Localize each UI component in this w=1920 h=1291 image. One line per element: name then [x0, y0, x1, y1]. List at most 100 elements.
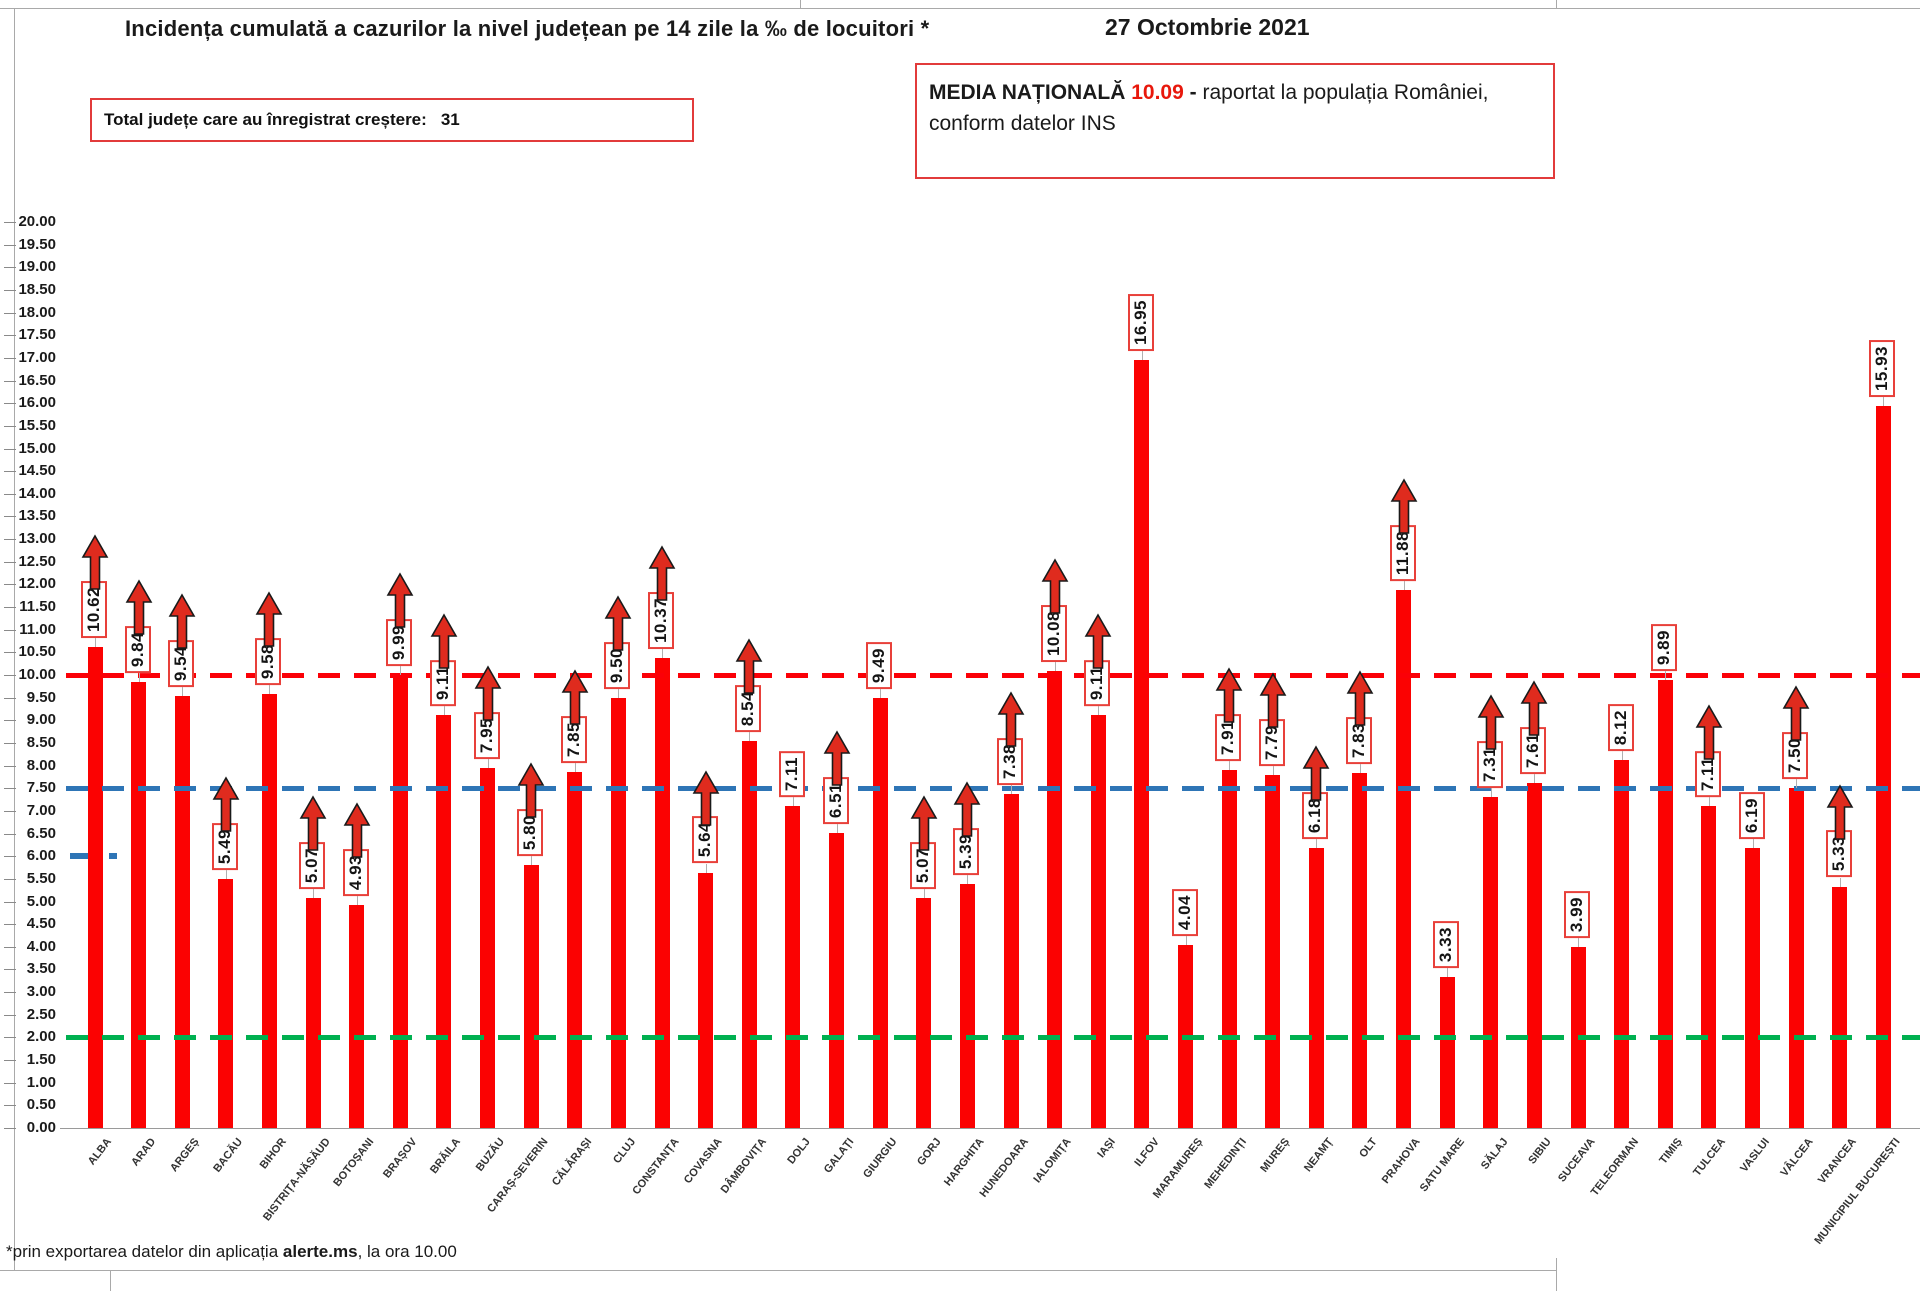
bar-MUREȘ: [1265, 775, 1281, 1128]
y-axis-tick-mark: [4, 448, 16, 450]
growth-arrow-icon: [517, 762, 545, 823]
x-axis-category-label: CONSTANȚA: [630, 1136, 682, 1198]
x-axis-category-label: DÂMBOVIȚA: [718, 1136, 769, 1196]
x-axis-category-label: IAȘI: [1095, 1136, 1118, 1161]
growth-arrow-icon: [1390, 478, 1418, 539]
y-axis-tick-mark: [4, 720, 16, 722]
y-axis-tick-label: 1.00: [26, 1073, 56, 1091]
growth-arrow-icon: [430, 613, 458, 674]
value-label-leader: [1534, 774, 1536, 784]
value-label-leader: [1708, 796, 1710, 806]
y-axis-tick-mark: [4, 946, 16, 948]
value-label-leader: [313, 889, 315, 899]
bar-BUZĂU: [480, 767, 496, 1128]
x-axis-category-label: VASLUI: [1738, 1136, 1773, 1175]
x-axis-category-label: CLUJ: [610, 1136, 638, 1167]
y-axis-tick-label: 5.50: [26, 869, 56, 887]
bar-NEAMȚ: [1308, 848, 1324, 1128]
y-axis-tick-mark: [4, 629, 16, 631]
bar-CĂLĂRAȘI: [567, 772, 583, 1128]
y-axis-tick-label: 8.50: [26, 733, 56, 751]
national-average-box: MEDIA NAȚIONALĂ 10.09 - raportat la popu…: [915, 63, 1555, 179]
footnote-prefix: *prin exportarea datelor din aplicația: [6, 1242, 283, 1261]
footnote-app-name: alerte.ms: [282, 1242, 358, 1261]
total-growth-label: Total județe care au înregistrat creșter…: [104, 110, 427, 129]
y-axis-tick-mark: [4, 1060, 16, 1062]
y-axis-tick-mark: [4, 584, 16, 586]
value-label-leader: [1054, 662, 1056, 672]
x-axis-category-label: BACĂU: [211, 1136, 246, 1175]
y-axis-tick-label: 10.50: [18, 643, 56, 661]
bar-SATU MARE: [1439, 977, 1455, 1128]
x-axis-category-label: OLT: [1356, 1136, 1380, 1161]
bar-VRANCEA: [1832, 886, 1848, 1128]
x-axis-category-label: MUNICIPIUL BUCUREȘTI: [1812, 1136, 1903, 1247]
y-axis-tick-mark: [4, 244, 16, 246]
y-axis-tick-label: 2.50: [26, 1005, 56, 1023]
y-axis-tick-label: 13.50: [18, 507, 56, 525]
bar-BRAȘOV: [392, 675, 408, 1128]
value-label-leader: [792, 796, 794, 806]
value-label: 16.95: [1127, 294, 1154, 352]
value-label: 9.49: [866, 642, 893, 690]
value-label: 4.04: [1171, 888, 1198, 936]
value-label-leader: [1272, 766, 1274, 776]
value-label: 15.93: [1869, 340, 1896, 398]
x-axis-category-label: ARAD: [129, 1136, 159, 1169]
bar-DÂMBOVIȚA: [741, 741, 757, 1128]
value-label: 9.89: [1651, 623, 1678, 671]
x-axis-category-label: IALOMIȚA: [1031, 1136, 1075, 1186]
growth-arrow-icon: [1826, 783, 1854, 845]
bar-TIMIȘ: [1657, 679, 1673, 1128]
growth-arrow-icon: [953, 781, 981, 842]
x-axis-line: [60, 1128, 1920, 1129]
growth-arrow-icon: [1302, 745, 1330, 806]
growth-arrow-icon: [299, 795, 327, 856]
growth-arrow-icon: [1041, 558, 1069, 619]
x-axis-category-label: SĂLAJ: [1478, 1136, 1511, 1172]
y-axis-tick-mark: [4, 471, 16, 473]
value-label-leader: [356, 895, 358, 905]
x-axis-category-label: DOLJ: [784, 1136, 813, 1167]
y-axis-tick-mark: [4, 1014, 16, 1016]
x-axis-category-label: VRANCEA: [1816, 1136, 1860, 1187]
bar-BIHOR: [261, 694, 277, 1128]
y-axis-tick-label: 14.50: [18, 462, 56, 480]
value-label-leader: [1229, 760, 1231, 770]
growth-arrow-icon: [648, 545, 676, 606]
value-label-leader: [1098, 706, 1100, 716]
growth-arrow-icon: [1477, 694, 1505, 755]
x-axis-category-label: ILFOV: [1131, 1136, 1162, 1169]
y-axis-tick-label: 16.00: [18, 394, 56, 412]
y-axis-tick-label: 20.00: [18, 213, 56, 230]
value-label-leader: [1185, 935, 1187, 945]
x-axis-category-label: GIURGIU: [861, 1136, 900, 1181]
value-label-leader: [749, 732, 751, 742]
y-axis-tick-mark: [4, 267, 16, 269]
bar-IALOMIȚA: [1047, 671, 1063, 1128]
y-axis-tick-mark: [4, 289, 16, 291]
value-label: 3.33: [1433, 921, 1460, 969]
growth-arrow-icon: [1215, 667, 1243, 728]
y-axis-tick-mark: [4, 312, 16, 314]
y-axis-tick-label: 10.00: [18, 666, 56, 683]
value-label-leader: [1490, 787, 1492, 797]
bar-ALBA: [87, 646, 103, 1128]
value-label-leader: [1316, 839, 1318, 849]
bar-TULCEA: [1701, 805, 1717, 1128]
y-axis-tick-mark: [4, 539, 16, 541]
y-axis-tick-label: 17.50: [18, 326, 56, 344]
y-axis-tick-label: 17.00: [18, 348, 56, 366]
value-label: 8.12: [1607, 704, 1634, 752]
bar-GIURGIU: [872, 698, 888, 1128]
growth-arrow-icon: [910, 795, 938, 856]
bar-BACĂU: [218, 879, 234, 1128]
bar-HUNEDOARA: [1003, 793, 1019, 1128]
bar-VÂLCEA: [1788, 788, 1804, 1128]
growth-arrow-icon: [1520, 680, 1548, 741]
footnote: *prin exportarea datelor din aplicația a…: [6, 1242, 457, 1262]
bar-CONSTANȚA: [654, 658, 670, 1128]
y-axis-tick-label: 12.00: [18, 575, 56, 593]
x-axis-category-label: BRĂILA: [428, 1136, 464, 1177]
